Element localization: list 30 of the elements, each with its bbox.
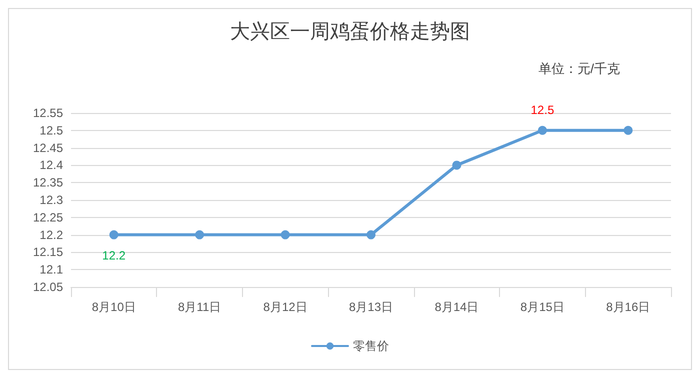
point [452,160,462,170]
y-tick-label: 12.3 [40,193,64,207]
x-tick-label: 8月12日 [263,300,308,314]
x-tick-label: 8月15日 [520,300,564,314]
x-tick-label: 8月14日 [434,300,479,314]
x-tick-label: 8月16日 [606,300,650,314]
x-tick-label: 8月10日 [92,300,136,314]
y-tick-label: 12.4 [40,158,64,172]
data-label: 12.2 [102,248,126,262]
point [624,126,633,135]
y-tick-label: 12.5 [40,123,64,138]
point [366,230,376,240]
y-tick-label: 12.2 [40,228,64,242]
y-tick-label: 12.35 [32,176,64,190]
x-tick-label: 8月11日 [178,300,222,314]
point [109,230,118,240]
y-tick-label: 12.45 [32,140,64,155]
point [280,230,290,240]
y-tick-label: 12.15 [32,245,64,260]
y-tick-label: 12.05 [32,280,64,294]
y-tick-label: 12.55 [32,106,64,120]
y-tick-label: 12.25 [32,210,64,224]
y-tick-label: 12.1 [40,262,64,277]
legend-label: 零售价 [353,339,389,353]
x-tick-label: 8月13日 [348,300,394,314]
point [538,126,547,135]
data-label: 12.5 [530,102,554,117]
chart-subtitle: 单位：元/千克 [538,61,620,76]
point [195,230,204,240]
chart-title: 大兴区一周鸡蛋价格走势图 [230,21,470,43]
